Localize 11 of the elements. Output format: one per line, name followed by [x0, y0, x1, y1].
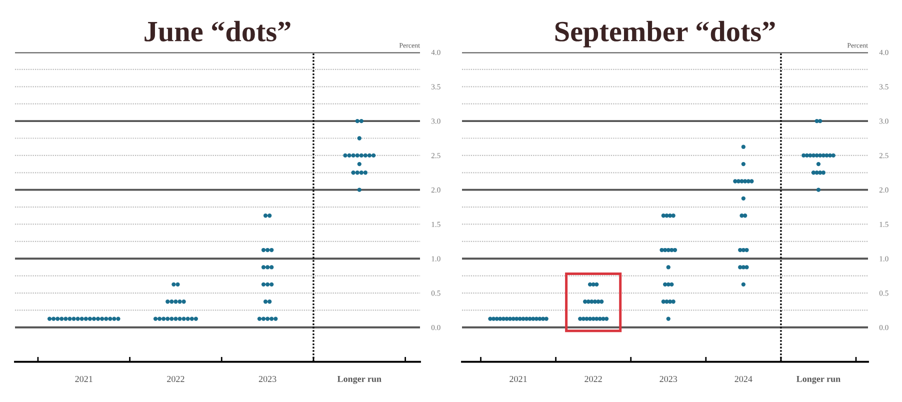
x-tick-label: Longer run: [337, 376, 382, 384]
x-tick-label: 2021: [510, 376, 527, 382]
x-tick-label: Longer run: [796, 376, 840, 384]
x-tick-label: 2024: [734, 376, 752, 382]
x-tick-label: 2022: [167, 376, 184, 382]
chart-title: June “dots”: [144, 20, 290, 42]
x-tick-label: 2023: [660, 376, 678, 382]
x-tick-label: 2022: [584, 376, 602, 382]
x-tick-label: 2021: [75, 376, 92, 382]
chart-title: September “dots”: [555, 20, 775, 48]
x-tick-label: 2023: [258, 376, 276, 382]
